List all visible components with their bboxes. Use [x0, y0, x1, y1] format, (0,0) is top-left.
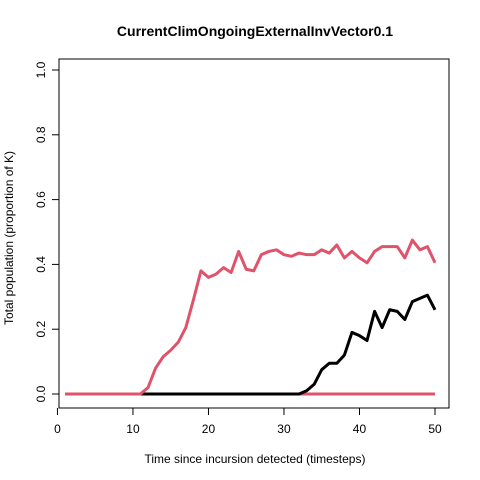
y-tick-label-0.6: 0.6: [34, 191, 48, 208]
x-tick-label-20: 20: [202, 422, 216, 436]
x-axis-label: Time since incursion detected (timesteps…: [145, 452, 366, 466]
y-tick-label-0.2: 0.2: [34, 321, 48, 338]
x-tick-label-50: 50: [428, 422, 442, 436]
chart-title: CurrentClimOngoingExternalInvVector0.1: [117, 23, 393, 39]
x-tick-label-40: 40: [353, 422, 367, 436]
series-layer: [65, 238, 437, 396]
y-tick-label-1.0: 1.0: [34, 61, 48, 78]
y-tick-label-0.0: 0.0: [34, 385, 48, 402]
x-tick-label-30: 30: [277, 422, 291, 436]
axes-layer: 0 10 20 30 40 50 0.0 0.2 0.4 0.6 0.8 1.0: [34, 61, 442, 436]
series-line-3: [65, 238, 437, 396]
plot-frame: [58, 58, 450, 409]
x-tick-label-10: 10: [126, 422, 140, 436]
y-tick-label-0.4: 0.4: [34, 256, 48, 273]
series-line-2: [65, 293, 437, 396]
x-tick-label-0: 0: [54, 422, 61, 436]
y-axis-label: Total population (proportion of K): [2, 151, 16, 325]
y-tick-label-0.8: 0.8: [34, 126, 48, 143]
